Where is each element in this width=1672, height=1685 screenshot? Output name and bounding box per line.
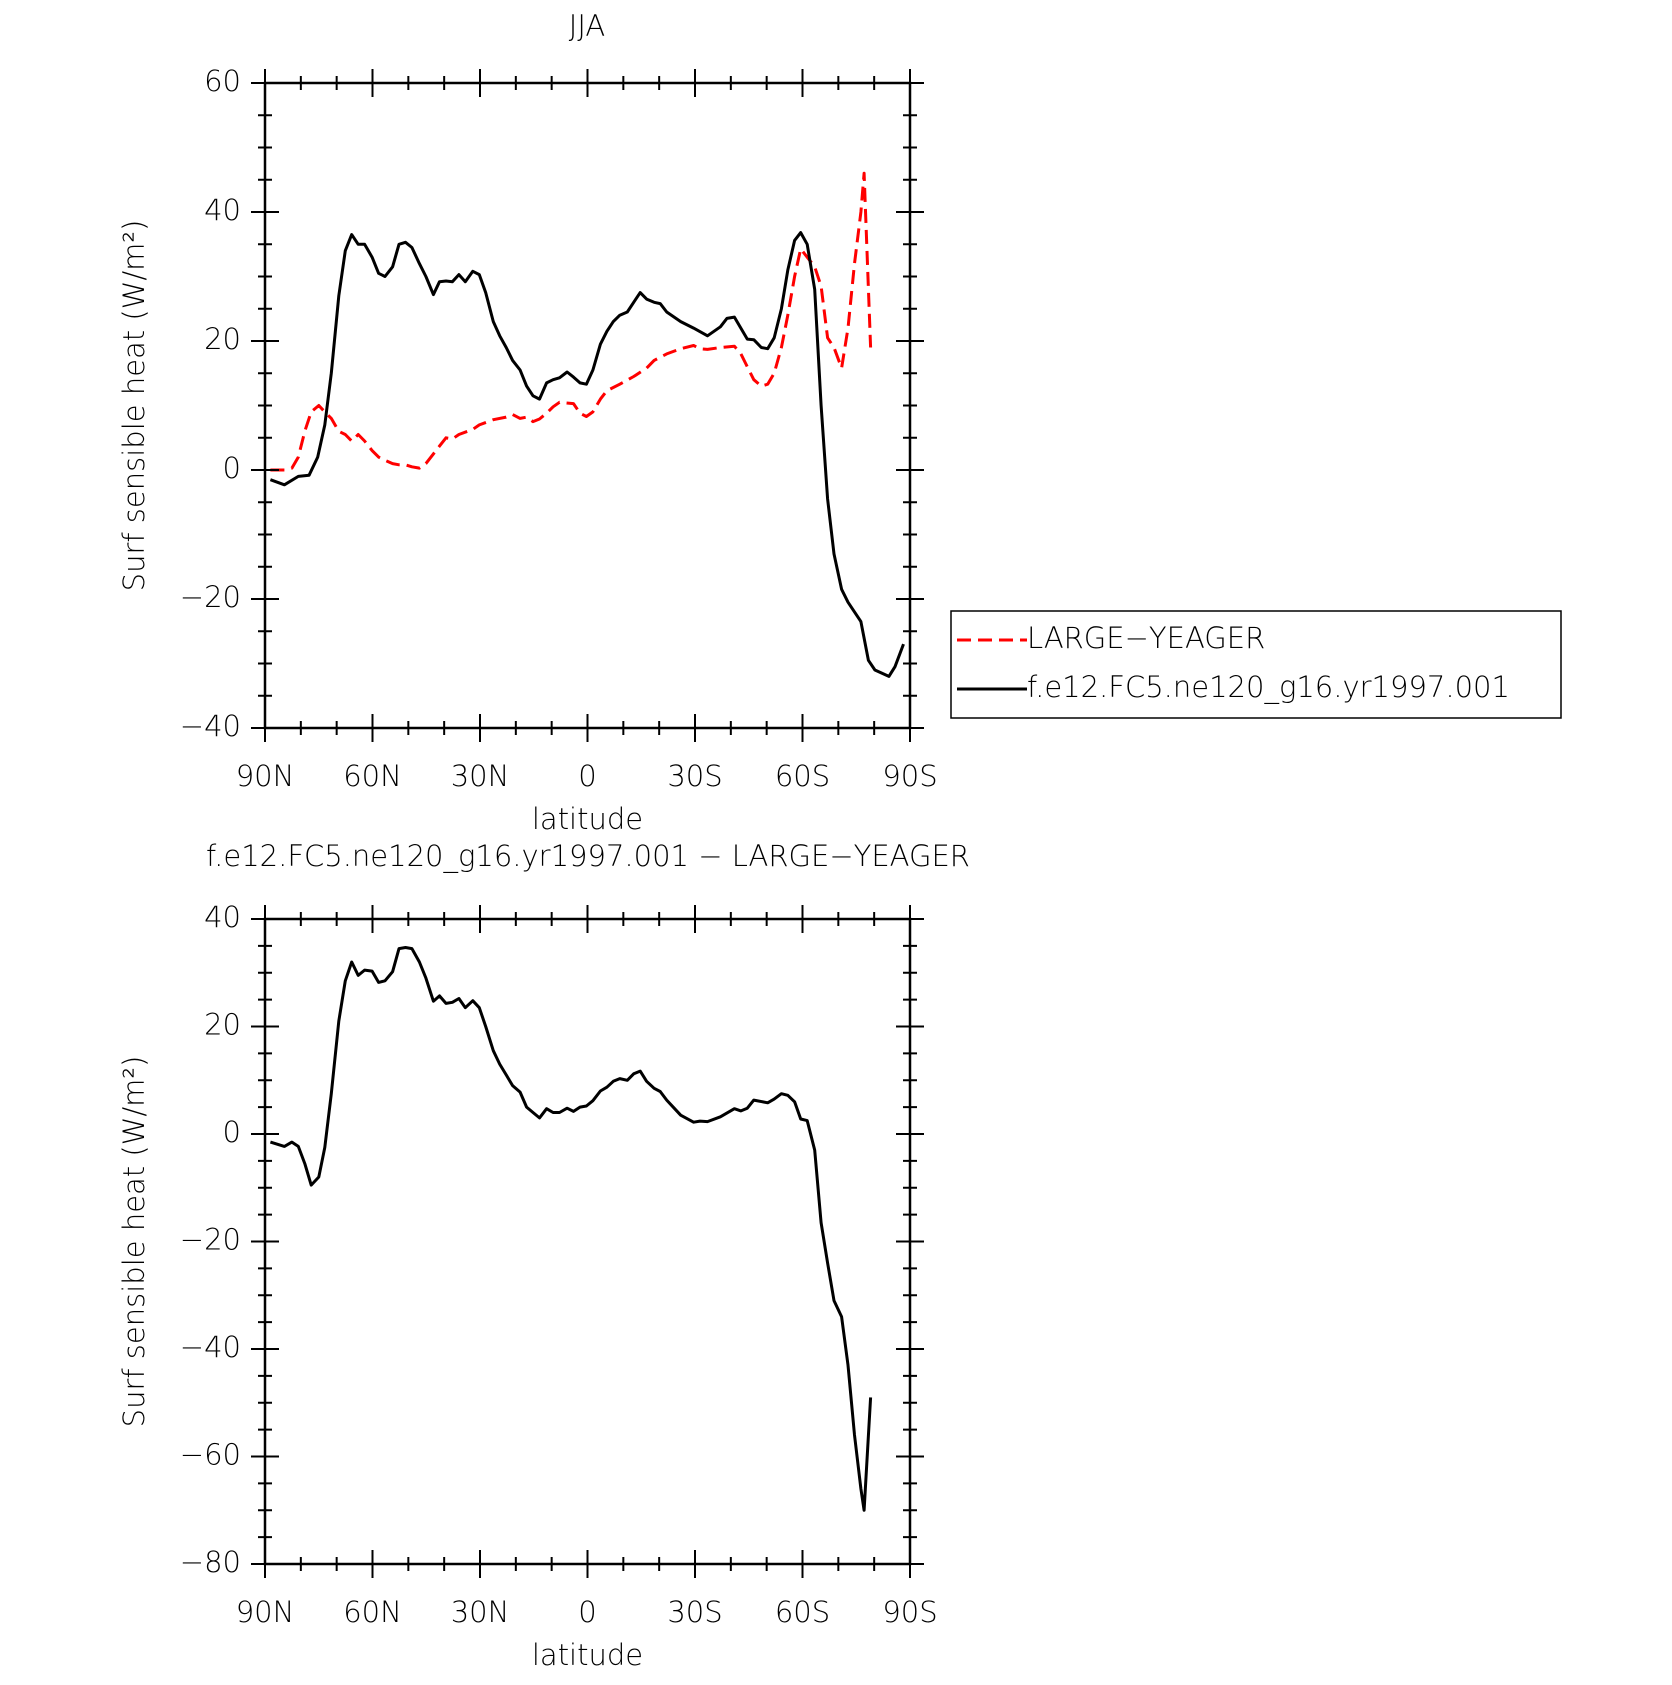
x-tick-label: 60S	[775, 1595, 830, 1629]
y-tick-label: −80	[180, 1545, 241, 1579]
y-axis-label: Surf sensible heat (W/m²)	[117, 1056, 151, 1428]
x-tick-label: 60N	[343, 759, 402, 793]
y-tick-label: 20	[204, 322, 241, 356]
y-tick-label: −20	[180, 1223, 241, 1257]
plot-frame	[263, 81, 912, 730]
legend-box	[950, 610, 1562, 719]
data-line	[269, 231, 905, 678]
panel: JJA −40 −20 0 20 40 60 90N 60N 30N 0 30S 60S 90S latit…	[117, 9, 1562, 836]
panel: f.e12.FC5.ne120_g16.yr1997.001 − LARGE−Y…	[117, 839, 970, 1672]
chart-title: f.e12.FC5.ne120_g16.yr1997.001 − LARGE−Y…	[206, 839, 970, 874]
plot-frame	[263, 917, 912, 1566]
x-tick-label: 60S	[775, 759, 830, 793]
x-tick-label: 90S	[882, 759, 937, 793]
y-axis-label: Surf sensible heat (W/m²)	[117, 220, 151, 592]
x-tick-label: 90S	[882, 1595, 937, 1629]
y-tick-label: 40	[204, 900, 241, 934]
y-tick-label: −40	[180, 709, 241, 743]
data-line	[270, 171, 873, 472]
data-line	[269, 946, 873, 1512]
x-axis-label: latitude	[532, 1638, 643, 1672]
x-tick-label: 30S	[667, 759, 722, 793]
chart-title: JJA	[569, 9, 605, 43]
x-tick-label: 30N	[451, 759, 510, 793]
x-tick-label: 30N	[451, 1595, 510, 1629]
x-tick-label: 60N	[343, 1595, 402, 1629]
y-tick-label: 0	[223, 451, 241, 485]
x-tick-label: 30S	[667, 1595, 722, 1629]
y-tick-label: −60	[180, 1438, 241, 1472]
legend-label: LARGE−YEAGER	[1027, 621, 1265, 655]
x-tick-label: 0	[578, 759, 596, 793]
x-axis-label: latitude	[532, 802, 643, 836]
y-tick-label: 20	[204, 1008, 241, 1042]
y-tick-label: −20	[180, 580, 241, 614]
x-tick-label: 90N	[236, 759, 295, 793]
legend-label: f.e12.FC5.ne120_g16.yr1997.001	[1027, 670, 1510, 705]
y-tick-label: −40	[180, 1330, 241, 1364]
x-tick-label: 90N	[236, 1595, 295, 1629]
y-tick-label: 60	[204, 64, 241, 98]
y-tick-label: 0	[223, 1115, 241, 1149]
y-tick-label: 40	[204, 193, 241, 227]
x-tick-label: 0	[578, 1595, 596, 1629]
